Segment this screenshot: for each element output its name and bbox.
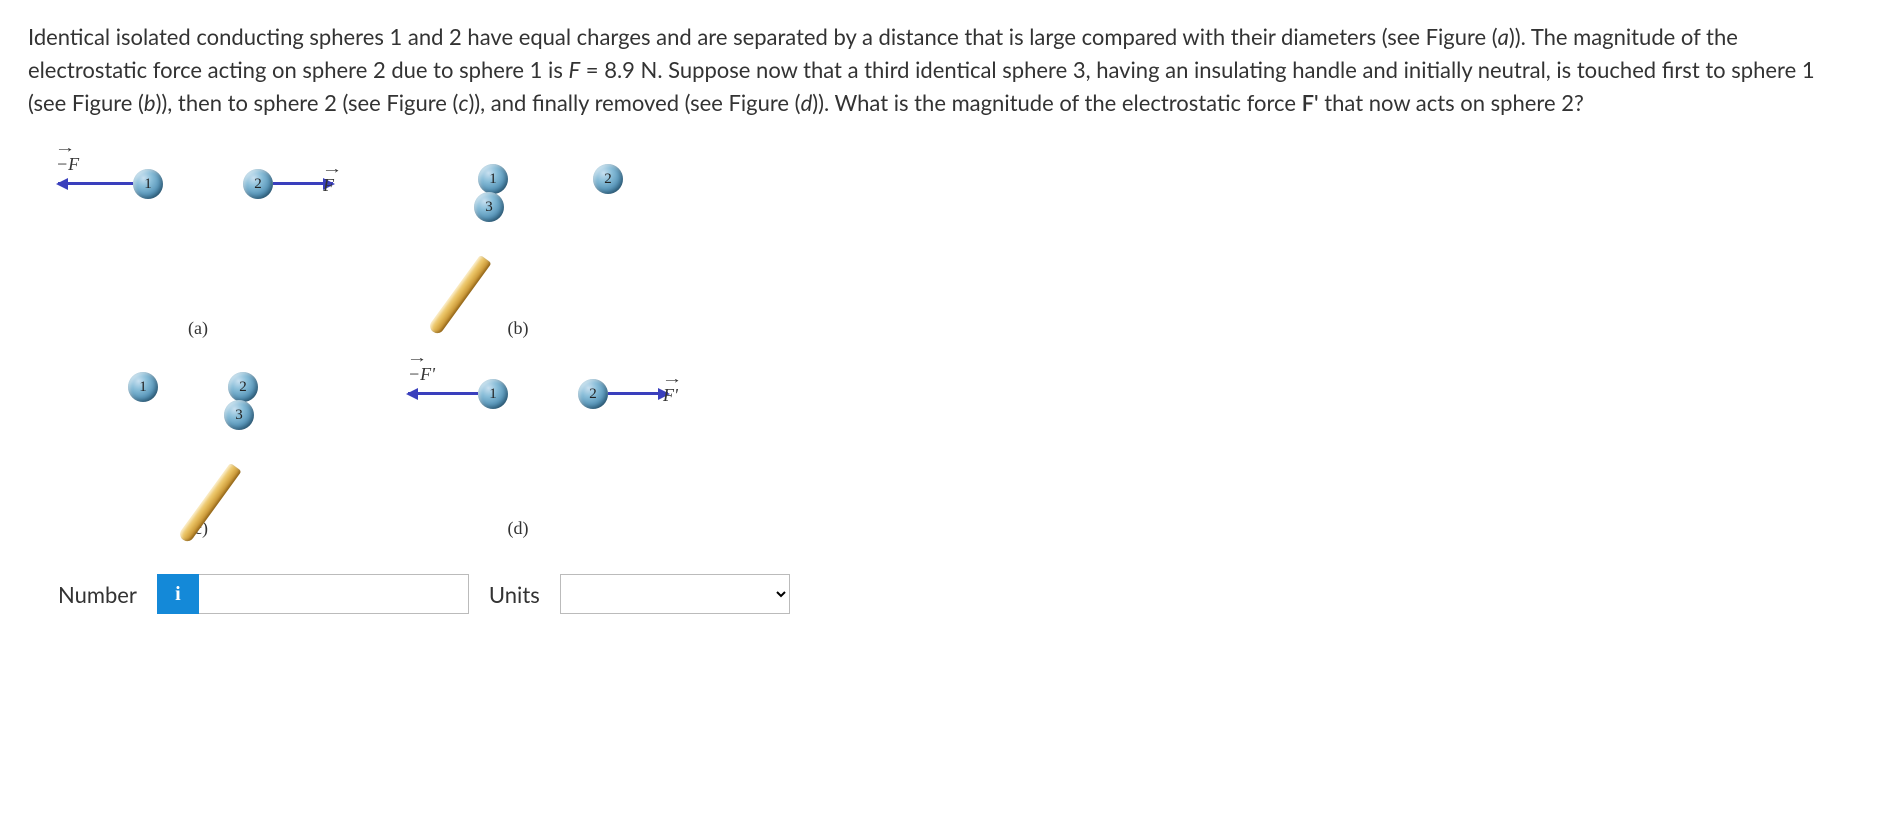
figure-c: 1 2 3 (c) [38, 349, 358, 549]
info-icon[interactable]: i [157, 574, 199, 614]
units-label: Units [489, 581, 540, 608]
figure-c-canvas: 1 2 3 [48, 354, 348, 514]
fig-a-caption: (a) [188, 318, 208, 339]
sphere-3-c: 3 [224, 400, 254, 430]
figure-d: −F' 1 2 F' (d) [358, 349, 678, 549]
figure-d-canvas: −F' 1 2 F' [368, 354, 668, 514]
sphere-2-c: 2 [228, 372, 258, 402]
fprime-arrow [608, 392, 668, 395]
figure-a-canvas: −F 1 2 F [48, 154, 348, 314]
neg-fprime-arrow [408, 392, 478, 395]
units-select[interactable] [560, 574, 790, 614]
fig-d-caption: (d) [508, 518, 529, 539]
sphere-1-c: 1 [128, 372, 158, 402]
problem-text: Identical isolated conducting spheres 1 … [28, 20, 1854, 119]
handle-b [427, 255, 491, 336]
figure-a: −F 1 2 F (a) [38, 149, 358, 349]
fprime-label: F' [663, 385, 963, 406]
f-label: F [323, 175, 623, 196]
neg-f-arrow [58, 182, 133, 185]
number-input[interactable] [199, 574, 469, 614]
handle-c [177, 463, 241, 544]
number-label: Number [58, 581, 137, 608]
answer-row: Number i Units [58, 574, 1854, 614]
figures-grid: −F 1 2 F (a) 1 2 3 (b) 1 2 3 (c) −F' [38, 149, 1854, 549]
sphere-3-b: 3 [474, 192, 504, 222]
fig-b-caption: (b) [508, 318, 529, 339]
neg-f-label: −F [56, 154, 356, 175]
number-input-group: i [157, 574, 469, 614]
